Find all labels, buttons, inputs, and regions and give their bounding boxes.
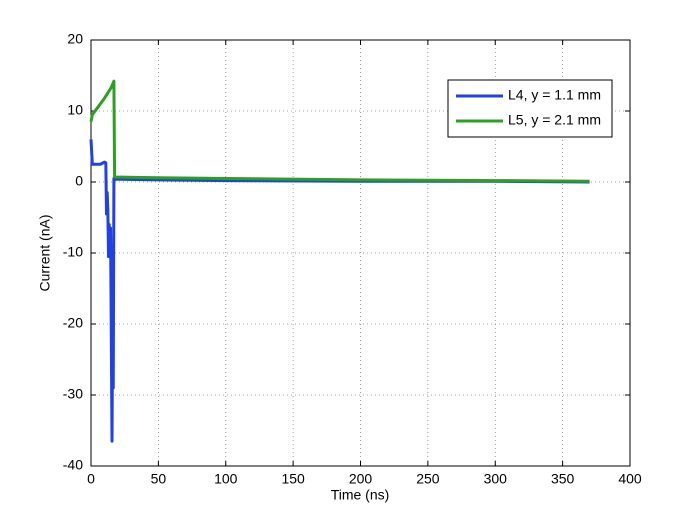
data-line	[89, 79, 590, 183]
x-tick-label: 350	[551, 471, 575, 487]
x-tick-label: 250	[416, 471, 440, 487]
y-tick-label: -20	[63, 315, 83, 331]
legend-label: L5, y = 2.1 mm	[508, 112, 601, 128]
y-tick-label: 10	[67, 102, 83, 118]
y-tick-label: -30	[63, 386, 83, 402]
x-tick-label: 150	[281, 471, 305, 487]
plot-frame	[90, 39, 631, 467]
y-tick-label: 0	[75, 173, 83, 189]
x-tick-label: 200	[349, 471, 373, 487]
y-tick-label: 20	[67, 31, 83, 47]
legend-label: L4, y = 1.1 mm	[508, 87, 601, 103]
x-tick-label: 100	[214, 471, 238, 487]
x-axis-label: Time (ns)	[331, 487, 390, 503]
x-tick-label: 400	[618, 471, 642, 487]
data-line	[89, 139, 590, 443]
x-tick-label: 50	[151, 471, 167, 487]
x-tick-label: 300	[484, 471, 508, 487]
x-tick-label: 0	[87, 471, 95, 487]
y-axis-label: Current (nA)	[37, 214, 53, 291]
y-tick-label: -40	[63, 457, 83, 473]
y-tick-label: -10	[63, 244, 83, 260]
legend-box	[447, 79, 613, 138]
